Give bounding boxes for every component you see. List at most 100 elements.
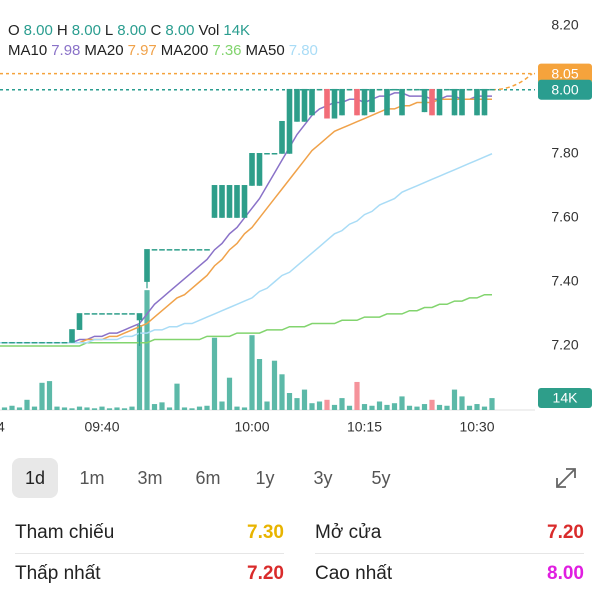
candle-body	[189, 249, 195, 251]
volume-bar	[391, 403, 398, 410]
candle-body	[414, 88, 420, 91]
ma-legend: MA10 7.98 MA20 7.97 MA200 7.36 MA50 7.80	[8, 42, 322, 59]
ma-line	[0, 293, 492, 347]
legend-name: MA50	[245, 42, 285, 59]
candle-body	[144, 249, 150, 282]
candle-body	[136, 313, 143, 321]
volume-bar	[129, 406, 135, 410]
candle-body	[451, 88, 458, 116]
stat-value: 7.20	[547, 522, 584, 543]
candle-body	[61, 341, 68, 344]
volume-bar	[384, 404, 390, 410]
quote-label: O	[8, 22, 20, 39]
stat-label: Mở cửa	[315, 522, 382, 543]
stat-row: Cao nhất 8.00	[315, 553, 584, 594]
candle-body	[286, 88, 293, 154]
volume-bar	[309, 403, 315, 410]
volume-bar	[84, 407, 90, 410]
candle-body	[271, 153, 278, 155]
volume-bar	[91, 408, 98, 410]
period-tab[interactable]: 1y	[255, 468, 275, 488]
price-box-label: 8.05	[551, 65, 578, 81]
y-tick-label: 7.40	[551, 273, 578, 289]
legend-value: 7.97	[127, 42, 157, 59]
period-tab[interactable]: 6m	[195, 468, 221, 488]
stat-row: Tham chiếu 7.30	[15, 512, 284, 554]
stat-row: Thấp nhất 7.20	[15, 553, 284, 594]
volume-bar	[271, 360, 278, 410]
candle-body	[84, 313, 90, 315]
candle-body	[331, 88, 338, 119]
quote-value: 8.00	[71, 22, 101, 39]
candle-body	[301, 88, 308, 122]
candle-body	[16, 341, 23, 344]
volume-bar	[286, 393, 293, 410]
volume-bar	[346, 405, 353, 410]
volume-bar	[481, 406, 488, 410]
price-box-label: 8.00	[551, 81, 578, 97]
period-tab[interactable]: 5y	[371, 468, 391, 488]
quote-value: 8.00	[117, 22, 147, 39]
candle-body	[234, 185, 240, 218]
volume-bar	[1, 407, 8, 410]
candle-body	[459, 88, 465, 116]
candle-body	[444, 88, 450, 91]
candle-body	[376, 88, 383, 91]
quote-label: H	[56, 22, 68, 39]
y-tick-label: 7.80	[551, 144, 578, 160]
candle-body	[369, 88, 375, 113]
candle-body	[106, 313, 113, 315]
volume-bar	[241, 407, 248, 410]
volume-bar	[144, 290, 150, 410]
volume-bar	[421, 404, 428, 410]
candle-body	[166, 249, 173, 251]
x-tick-label: 10:00	[234, 419, 269, 435]
candle-body	[264, 153, 270, 155]
candle-body	[211, 185, 218, 218]
candle-body	[249, 153, 255, 186]
period-tab[interactable]: 3m	[137, 468, 163, 488]
volume-bar	[466, 405, 473, 410]
volume-bar	[24, 399, 30, 410]
ma-line	[0, 153, 493, 344]
volume-bar	[459, 396, 465, 410]
candle-body	[31, 341, 38, 344]
volume-bar	[31, 406, 38, 410]
candle-body	[279, 120, 285, 154]
volume-bar	[369, 405, 375, 410]
stat-label: Thấp nhất	[15, 563, 101, 584]
volume-bar	[301, 389, 308, 410]
volume-bar	[279, 374, 285, 410]
period-tab[interactable]: 1d	[12, 458, 58, 498]
y-tick-label: 7.60	[551, 209, 578, 225]
candle-body	[76, 313, 83, 330]
candle-body	[481, 88, 488, 116]
stat-label: Cao nhất	[315, 563, 393, 584]
volume-bar	[181, 407, 188, 410]
candle-body	[384, 88, 390, 116]
candle-body	[151, 249, 158, 251]
volume-bar	[219, 401, 225, 410]
volume-bar	[234, 406, 240, 410]
legend-value: 7.80	[288, 42, 318, 59]
period-tab[interactable]: 3y	[313, 468, 333, 488]
volume-bar	[196, 406, 203, 410]
volume-box-label: 14K	[553, 390, 579, 406]
candle-body	[391, 88, 398, 91]
price-box	[538, 79, 592, 100]
candle-body	[196, 249, 203, 251]
period-tab[interactable]: 1m	[79, 468, 105, 488]
period-tabs: 1d 1m 3m 6m 1y 3y 5y	[12, 458, 588, 498]
volume-bar	[376, 401, 383, 410]
volume-bar	[114, 407, 120, 410]
legend-name: MA20	[84, 42, 124, 59]
ohlc-readout: O 8.00 H 8.00 L 8.00 C 8.00 Vol 14K	[8, 22, 254, 39]
candle-body	[1, 341, 8, 344]
projection	[491, 73, 533, 91]
volume-bar	[256, 359, 263, 410]
candle-body	[219, 185, 225, 218]
volume-bar	[9, 405, 15, 410]
expand-icon[interactable]	[552, 464, 580, 492]
volume-bar	[54, 406, 60, 410]
candle-body	[174, 249, 180, 251]
